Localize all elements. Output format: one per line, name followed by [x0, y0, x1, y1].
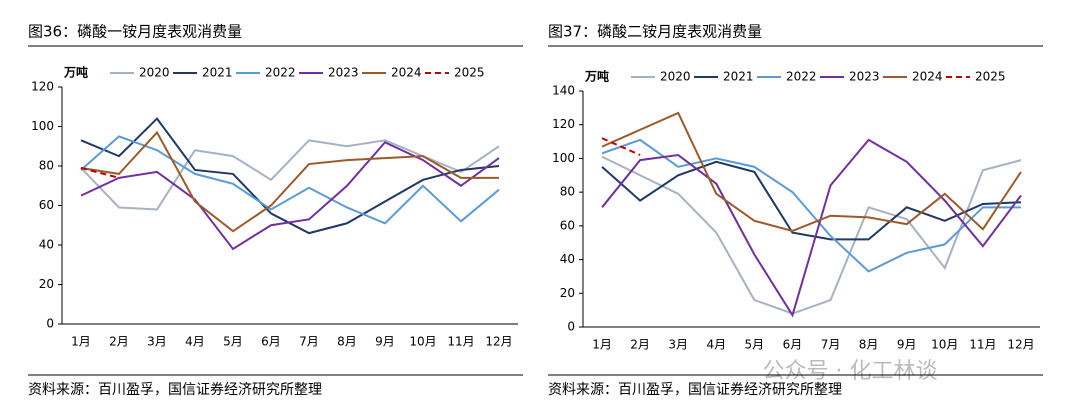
series-line: [601, 155, 1022, 315]
source: 资料来源：百川盈孚，国信证券经济研究所整理: [28, 382, 322, 398]
legend-label: 2025: [454, 66, 485, 80]
y-tick-label: 40: [560, 252, 575, 266]
legend-label: 2022: [265, 66, 296, 80]
x-tick-label: 12月: [485, 335, 512, 349]
watermark: 公众号 · 化工林谈: [763, 359, 938, 384]
x-tick-label: 4月: [706, 338, 726, 352]
chart-title: 图37：磷酸二铵月度表观消费量: [548, 23, 762, 41]
x-tick-label: 4月: [185, 335, 205, 349]
x-tick-label: 7月: [821, 338, 841, 352]
x-tick-label: 12月: [1007, 338, 1034, 352]
series-line: [80, 117, 500, 235]
y-tick-label: 20: [39, 277, 54, 291]
x-tick-label: 5月: [745, 338, 765, 352]
legend-label: 2020: [139, 66, 170, 80]
legend-label: 2024: [391, 66, 422, 80]
series-line: [601, 138, 1021, 273]
x-tick-label: 8月: [337, 335, 357, 349]
chart-title: 图36：磷酸一铵月度表观消费量: [28, 23, 242, 41]
series-line: [601, 137, 641, 156]
legend-label: 2025: [975, 70, 1006, 84]
x-tick-label: 9月: [375, 335, 395, 349]
legend-label: 2020: [660, 70, 691, 84]
y-tick-label: 60: [39, 198, 54, 212]
x-tick-label: 11月: [969, 338, 996, 352]
x-tick-label: 5月: [223, 335, 243, 349]
y-tick-label: 120: [31, 80, 54, 94]
x-tick-label: 6月: [261, 335, 281, 349]
x-tick-label: 1月: [71, 335, 91, 349]
y-tick-label: 20: [560, 286, 575, 300]
x-tick-label: 6月: [783, 338, 803, 352]
x-tick-label: 10月: [409, 335, 436, 349]
legend-label: 2023: [328, 66, 359, 80]
x-tick-label: 7月: [299, 335, 319, 349]
y-tick-label: 140: [552, 84, 575, 98]
y-tick-label: 100: [552, 151, 575, 165]
x-tick-label: 8月: [859, 338, 879, 352]
x-tick-label: 3月: [147, 335, 167, 349]
unit-label: 万吨: [63, 65, 88, 80]
x-tick-label: 2月: [630, 338, 650, 352]
legend-label: 2021: [202, 66, 233, 80]
series-line: [80, 130, 499, 233]
series-line: [80, 167, 120, 179]
y-tick-label: 80: [39, 159, 54, 173]
legend-label: 2021: [723, 70, 754, 84]
y-tick-label: 100: [31, 119, 54, 133]
y-tick-label: 80: [560, 185, 575, 199]
y-tick-label: 0: [567, 320, 575, 334]
y-tick-label: 40: [39, 238, 54, 252]
source: 资料来源：百川盈孚，国信证券经济研究所整理: [548, 382, 842, 398]
legend-label: 2023: [849, 70, 880, 84]
series-line: [601, 111, 1022, 232]
legend-label: 2024: [912, 70, 943, 84]
x-tick-label: 3月: [668, 338, 688, 352]
x-tick-label: 2月: [109, 335, 129, 349]
x-tick-label: 10月: [931, 338, 958, 352]
y-tick-label: 60: [560, 218, 575, 232]
x-tick-label: 9月: [897, 338, 917, 352]
x-tick-label: 1月: [592, 338, 612, 352]
unit-label: 万吨: [584, 69, 609, 84]
series-line: [80, 135, 500, 225]
x-tick-label: 11月: [447, 335, 474, 349]
series-line: [601, 160, 1022, 241]
series-line: [80, 141, 500, 251]
y-tick-label: 120: [552, 117, 575, 131]
legend-label: 2022: [786, 70, 817, 84]
y-tick-label: 0: [46, 317, 54, 331]
series-line: [601, 138, 1022, 318]
